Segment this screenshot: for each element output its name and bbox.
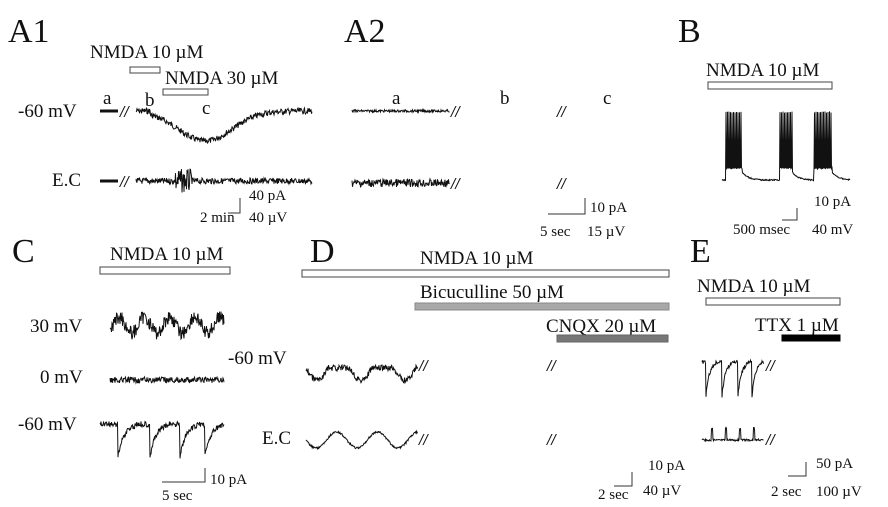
panel-a2: A2 a b c // // // // 10 pA 15 µV 5 sec	[344, 13, 627, 240]
b-nmda10-label: NMDA 10 µM	[706, 60, 819, 81]
c-scale-time: 5 sec	[162, 488, 193, 504]
c-nmda10-bar	[99, 266, 231, 275]
c-voltage-30: 30 mV	[30, 316, 83, 337]
e-current-trace	[701, 358, 764, 398]
panel-e: E NMDA 10 µM TTX 1 µM // // 50 pA 100 µV…	[690, 233, 862, 500]
d-cnqx-label: CNQX 20 µM	[546, 316, 656, 337]
d-nmda10-label: NMDA 10 µM	[420, 248, 533, 269]
a1-nmda10-bar	[129, 66, 161, 74]
e-break-2: //	[765, 433, 776, 448]
e-break-1: //	[765, 359, 776, 374]
d-scale-amp2: 40 µV	[643, 483, 681, 499]
panel-b: B NMDA 10 µM 10 pA 40 mV 500 msec	[678, 13, 853, 238]
d-break-2: //	[546, 359, 557, 374]
c-voltage-neg60: -60 mV	[18, 414, 77, 435]
d-current-trace	[305, 363, 418, 385]
panel-label-d: D	[310, 233, 335, 270]
a2-break-4: //	[556, 177, 567, 192]
panel-label-a1: A1	[8, 13, 50, 50]
panel-c: C NMDA 10 µM 30 mV 0 mV -60 mV 10 pA 5 s…	[12, 233, 247, 504]
c-trace-0mv	[109, 375, 225, 385]
d-bicuculline-label: Bicuculline 50 µM	[420, 282, 564, 303]
a2-scale-bar	[548, 198, 586, 215]
e-ttx-label: TTX 1 µM	[755, 315, 839, 336]
a2-ec-trace	[351, 177, 450, 188]
panel-d: D NMDA 10 µM Bicuculline 50 µM CNQX 20 µ…	[228, 233, 685, 503]
a1-mark-b: b	[145, 90, 155, 111]
a1-mark-a: a	[103, 88, 112, 109]
c-scale-amp: 10 pA	[210, 472, 247, 488]
e-ec-trace	[701, 426, 764, 443]
d-ec-label: E.C	[262, 428, 291, 449]
a2-scale-amp2: 15 µV	[587, 224, 625, 240]
e-nmda10-label: NMDA 10 µM	[697, 276, 810, 297]
a1-current-trace	[135, 106, 313, 144]
e-nmda10-bar	[705, 297, 841, 306]
a2-break-1: //	[450, 105, 461, 120]
d-nmda10-bar	[301, 269, 670, 278]
panel-label-b: B	[678, 13, 701, 50]
a2-mark-c: c	[603, 88, 611, 109]
a1-scale-bar	[228, 198, 241, 214]
a1-nmda30-bar	[162, 88, 209, 96]
b-scale-amp1: 10 pA	[814, 194, 851, 210]
a1-ec-trace	[135, 168, 313, 193]
a1-ec-label: E.C	[52, 170, 81, 191]
d-holding-label: -60 mV	[228, 348, 287, 369]
d-scale-bar	[614, 472, 633, 487]
d-break-3: //	[418, 433, 429, 448]
a1-nmda10-label: NMDA 10 µM	[90, 42, 203, 63]
c-trace-neg60mv	[99, 420, 225, 459]
b-nmda10-bar	[707, 81, 833, 90]
a1-mark-c: c	[202, 98, 210, 119]
a2-mark-a: a	[392, 88, 401, 109]
d-break-1: //	[418, 359, 429, 374]
panel-label-c: C	[12, 233, 35, 270]
a2-mark-b: b	[500, 88, 510, 109]
e-scale-amp1: 50 pA	[816, 456, 853, 472]
a1-scale-amp2: 40 µV	[249, 210, 287, 226]
c-voltage-0: 0 mV	[40, 367, 83, 388]
a1-holding-label: -60 mV	[18, 101, 77, 122]
c-trace-30mv	[109, 311, 225, 341]
a1-break-2: //	[119, 175, 130, 190]
e-ttx-bar	[781, 334, 841, 342]
d-cnqx-bar	[556, 334, 669, 343]
b-scale-amp2: 40 mV	[812, 222, 853, 238]
d-ec-trace	[305, 429, 418, 451]
d-break-4: //	[546, 433, 557, 448]
a1-scale-amp1: 40 pA	[249, 188, 286, 204]
d-scale-amp1: 10 pA	[648, 458, 685, 474]
a2-current-trace	[351, 108, 450, 114]
b-scale-bar	[782, 208, 798, 221]
a2-break-2: //	[556, 105, 567, 120]
a2-break-3: //	[450, 177, 461, 192]
a1-break-1: //	[119, 105, 130, 120]
a1-nmda30-label: NMDA 30 µM	[165, 68, 278, 89]
c-scale-bar	[162, 468, 206, 483]
panel-a1: A1 NMDA 10 µM NMDA 30 µM -60 mV a b c //…	[8, 13, 313, 226]
b-voltage-trace	[721, 111, 851, 182]
panel-label-a2: A2	[344, 13, 386, 50]
c-nmda10-label: NMDA 10 µM	[110, 244, 223, 265]
e-scale-time: 2 sec	[771, 484, 802, 500]
e-scale-bar	[788, 462, 807, 477]
a1-scale-time: 2 min	[200, 210, 235, 226]
d-scale-time: 2 sec	[598, 487, 629, 503]
d-bicuculline-bar	[414, 302, 670, 311]
a2-scale-time: 5 sec	[540, 224, 571, 240]
e-scale-amp2: 100 µV	[816, 484, 862, 500]
b-scale-time: 500 msec	[733, 222, 790, 238]
a2-scale-amp1: 10 pA	[590, 200, 627, 216]
panel-label-e: E	[690, 233, 711, 270]
